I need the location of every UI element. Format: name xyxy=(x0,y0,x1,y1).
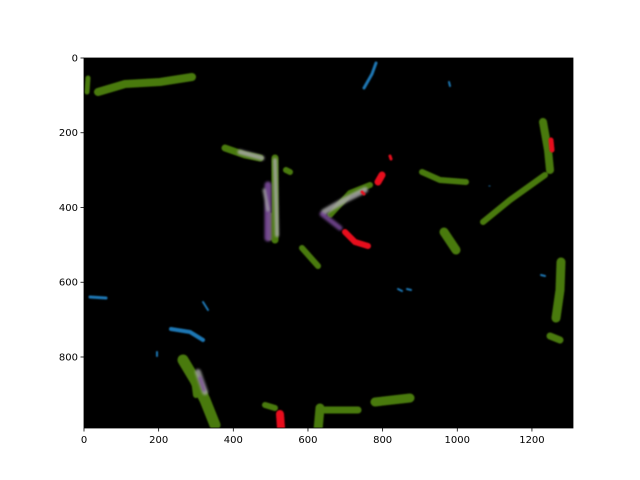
blue-segments xyxy=(88,61,546,357)
x-tick-label: 200 xyxy=(149,435,168,446)
y-tick-label: 800 xyxy=(59,352,78,363)
y-axis: 0 200 400 600 800 xyxy=(59,54,84,363)
image-background xyxy=(84,58,573,428)
x-tick-label: 400 xyxy=(224,435,243,446)
y-tick-label: 200 xyxy=(59,128,78,139)
red-segments xyxy=(276,137,555,428)
x-tick-label: 0 xyxy=(81,435,87,446)
overlay-segments xyxy=(195,149,368,395)
axes-frame xyxy=(83,57,574,429)
y-tick-label: 600 xyxy=(59,278,78,289)
green-segments xyxy=(84,73,566,428)
y-tick-label: 0 xyxy=(72,54,78,65)
x-tick-label: 1200 xyxy=(519,435,544,446)
x-tick-label: 800 xyxy=(373,435,392,446)
x-tick-label: 600 xyxy=(298,435,317,446)
x-tick-label: 1000 xyxy=(445,435,470,446)
y-tick-label: 400 xyxy=(59,203,78,214)
x-axis: 0 200 400 600 800 1000 1200 xyxy=(81,428,545,446)
